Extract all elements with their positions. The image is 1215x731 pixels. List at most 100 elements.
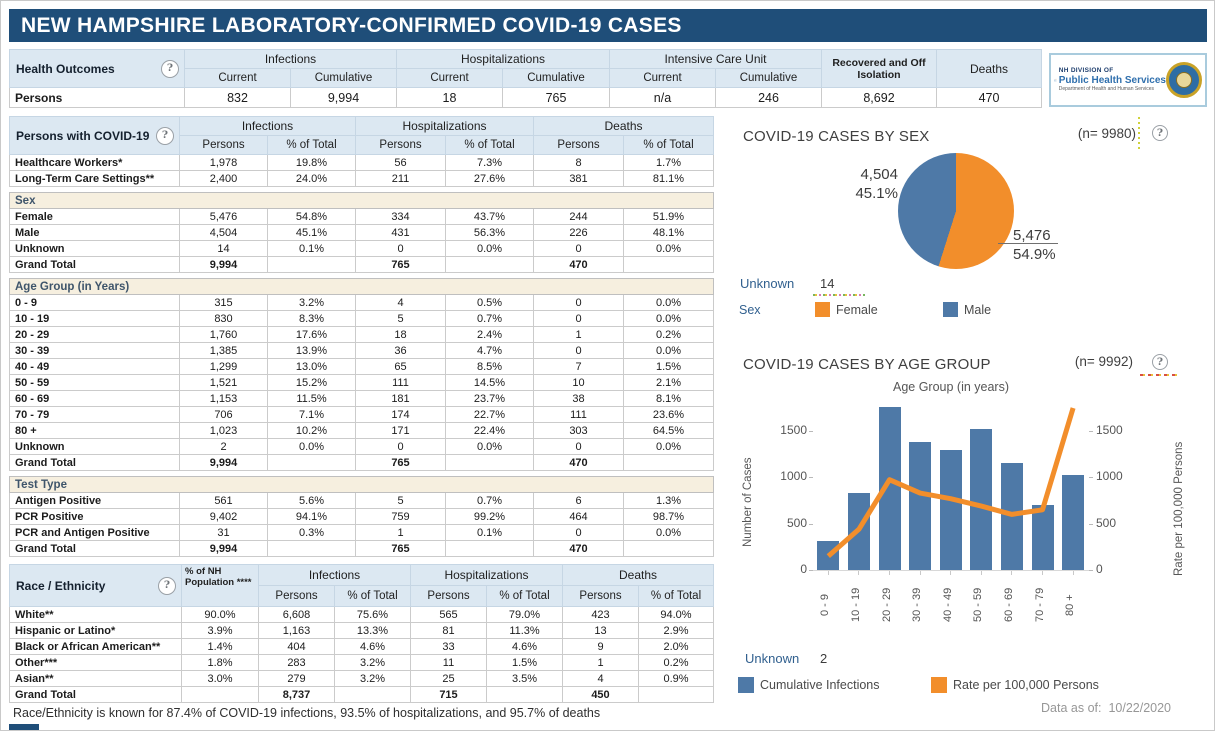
row-label: Hispanic or Latino* [9,622,182,639]
table-cell: 31 [179,524,268,541]
male-legend-swatch[interactable] [943,302,958,317]
row-label: 80 + [9,422,180,439]
table-row: 70 - 79 706 7.1% 174 22.7% 111 23.6% [9,406,714,423]
male-legend-label[interactable]: Male [964,303,992,317]
table-cell: 404 [258,638,335,655]
table-cell: 1.7% [623,154,714,171]
x-tick-mark [950,571,952,575]
health-outcomes-table: Health Outcomes? Infections Hospitalizatio… [9,49,1042,108]
infections-legend-label[interactable]: Cumulative Infections [760,678,880,692]
y-tick-mark [1089,477,1093,479]
table-cell: 0.3% [267,524,356,541]
row-label: 60 - 69 [9,390,180,407]
table-cell: 5 [355,492,446,509]
help-icon[interactable]: ? [161,59,179,78]
table-cell: 9,994 [179,540,268,557]
rate-legend-label[interactable]: Rate per 100,000 Persons [953,678,1099,692]
table-cell: 759 [355,508,446,525]
table-row: 50 - 59 1,521 15.2% 111 14.5% 10 2.1% [9,374,714,391]
column-group-header: Hospitalizations [410,564,563,586]
table-cell: 0 [533,240,624,257]
column-subheader: % of Total [638,585,714,607]
table-cell: 381 [533,170,624,187]
x-tick-mark [980,571,982,575]
help-icon[interactable]: ? [158,576,176,595]
table-row: Grand Total 9,994 765 470 [9,540,714,557]
logo-line1: NH DIVISION OF [1058,67,1114,75]
table-cell: 303 [533,422,624,439]
x-tick-mark [1011,571,1013,575]
bar-70-79[interactable] [1031,504,1054,570]
table-cell: 13 [562,622,639,639]
section-header: Age Group (in Years) [9,278,714,295]
help-icon[interactable]: ? [1152,354,1168,370]
table-cell: 4 [355,294,446,311]
table-cell: 7.3% [445,154,534,171]
table-cell: 75.6% [334,606,411,623]
table-cell: 10 [533,374,624,391]
table-cell: 13.9% [267,342,356,359]
table-cell: 0 [533,310,624,327]
table-cell [445,454,534,471]
table-cell: 54.8% [267,208,356,225]
rate-line[interactable] [826,407,1076,558]
table-cell: 0 [533,524,624,541]
table-cell: 3.2% [267,294,356,311]
female-count: 5,476 [1013,227,1051,244]
table-cell: 5.6% [267,492,356,509]
age-chart-title: COVID-19 CASES BY AGE GROUP [743,356,991,373]
table-cell: 8,737 [258,686,335,703]
bar-20-29[interactable] [878,407,901,570]
bar-80+[interactable] [1062,475,1085,570]
race-ethnicity-table: Race / Ethnicity?% of NH Population ****… [9,564,714,703]
table-cell: n/a [609,87,716,108]
x-tick-mark [827,571,829,575]
infections-legend-swatch[interactable] [738,677,754,693]
help-icon[interactable]: ? [1152,125,1168,141]
persons-table-header-block: Persons with COVID-19? Infections Hospital… [9,116,714,187]
row-label: 70 - 79 [9,406,180,423]
table-cell: 211 [355,170,446,187]
row-label: Unknown [9,438,180,455]
y-tick-mark [809,477,813,479]
data-as-of: Data as of: 10/22/2020 [961,701,1171,715]
row-label: 20 - 29 [9,326,180,343]
help-icon[interactable]: ? [156,126,174,145]
table-cell: 561 [179,492,268,509]
table-cell: 1 [562,654,639,671]
y-tick-mark [809,570,813,571]
female-legend-swatch[interactable] [815,302,830,317]
column-subheader: Persons [410,585,487,607]
table-cell: 7 [533,358,624,375]
table-cell: 1.5% [623,358,714,375]
column-subheader: % of Total [445,135,534,155]
female-legend-label[interactable]: Female [836,303,878,317]
sex-pie[interactable] [898,153,1014,269]
table-cell [334,686,411,703]
row-label: Black or African American** [9,638,182,655]
persons-with-covid-table: Persons with COVID-19? Infections Hospital… [9,116,714,562]
pie-label-leader-line [998,243,1058,244]
table-cell: 565 [410,606,487,623]
column-group-header: Intensive Care Unit [609,49,822,69]
dphs-pictogram [1054,78,1057,82]
row-label: Grand Total [9,256,180,273]
row-label: 10 - 19 [9,310,180,327]
table-row: Long-Term Care Settings** 2,400 24.0% 211 27… [9,170,714,187]
row-label: PCR Positive [9,508,180,525]
column-subheader: % of Total [623,135,714,155]
table-cell [638,686,714,703]
table-cell: 0.0% [623,310,714,327]
table-cell: 470 [533,454,624,471]
column-group-header: Hospitalizations [396,49,610,69]
table-title-cell: Persons with COVID-19? [9,116,180,155]
column-subheader: Persons [179,135,268,155]
table-cell: 431 [355,224,446,241]
selection-artifact-dots [813,294,865,296]
bar-40-49[interactable] [939,449,962,570]
column-subheader: Persons [562,585,639,607]
bar-50-59[interactable] [970,429,993,570]
bar-30-39[interactable] [909,441,932,570]
rate-legend-swatch[interactable] [931,677,947,693]
